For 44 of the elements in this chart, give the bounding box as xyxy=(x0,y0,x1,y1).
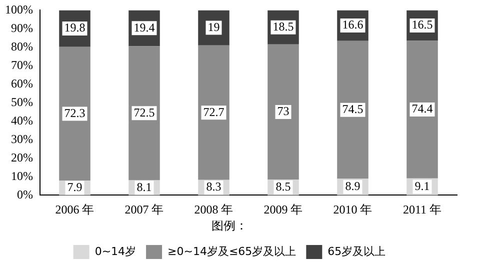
x-tick-label: 2006 年 xyxy=(55,202,94,217)
y-tick-label: 100% xyxy=(4,2,33,16)
y-tick-label: 90% xyxy=(10,20,33,35)
x-tick-label: 2009 年 xyxy=(264,202,303,217)
data-label: 19 xyxy=(208,20,220,34)
data-label: 74.5 xyxy=(342,102,364,116)
data-label: 72.3 xyxy=(64,106,86,120)
y-tick-label: 50% xyxy=(10,94,33,109)
data-label: 8.1 xyxy=(136,180,152,194)
bar xyxy=(337,40,368,179)
legend-label: 0~14岁 xyxy=(94,244,136,258)
x-tick-label: 2007 年 xyxy=(124,202,164,217)
y-tick-label: 40% xyxy=(10,113,33,128)
data-label: 8.3 xyxy=(206,180,222,194)
bar xyxy=(406,40,438,178)
bar xyxy=(59,46,90,181)
data-label: 74.4 xyxy=(412,102,433,116)
data-label: 8.9 xyxy=(345,179,360,194)
data-label: 73 xyxy=(277,104,290,118)
y-tick-label: 70% xyxy=(10,58,33,72)
bar xyxy=(268,44,299,180)
data-label: 72.5 xyxy=(134,105,155,120)
y-tick-label: 10% xyxy=(10,168,33,183)
data-label: 19.4 xyxy=(134,20,155,34)
bar xyxy=(128,46,160,180)
data-label: 8.5 xyxy=(276,179,291,194)
data-label: 16.5 xyxy=(412,18,433,32)
y-tick-label: 30% xyxy=(10,132,33,146)
legend-label: 65岁及以上 xyxy=(328,244,386,258)
x-tick-label: 2011 年 xyxy=(402,202,442,217)
data-label: 7.9 xyxy=(67,180,82,194)
y-tick-label: 20% xyxy=(10,150,33,164)
x-tick-label: 2008 年 xyxy=(194,202,234,217)
data-label: 9.1 xyxy=(414,178,430,193)
data-label: 16.6 xyxy=(342,18,364,32)
data-label: 19.8 xyxy=(64,20,86,35)
y-tick-label: 60% xyxy=(10,76,33,90)
bar xyxy=(198,45,230,180)
y-tick-label: 80% xyxy=(10,39,33,54)
legend-label: ≥0~14岁及≤65岁及以上 xyxy=(168,244,296,258)
data-label: 18.5 xyxy=(272,19,294,34)
x-tick-label: 2010 年 xyxy=(333,202,372,217)
y-tick-label: 0% xyxy=(16,187,33,202)
data-label: 72.7 xyxy=(203,104,224,119)
